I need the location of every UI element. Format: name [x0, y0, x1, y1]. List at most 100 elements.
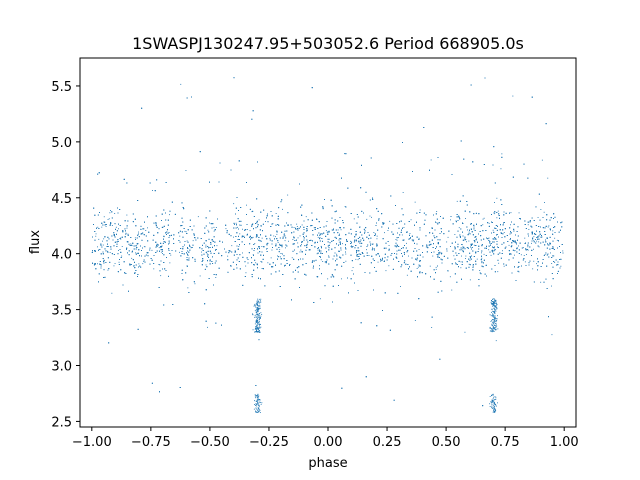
- data-point: [468, 231, 470, 233]
- data-point: [287, 224, 289, 226]
- data-point: [494, 202, 495, 203]
- data-point: [514, 241, 516, 243]
- data-point: [296, 226, 298, 227]
- data-point: [237, 226, 238, 228]
- data-point: [144, 246, 146, 248]
- data-point: [284, 230, 286, 232]
- data-point: [373, 232, 375, 233]
- data-point: [548, 225, 550, 227]
- data-point: [200, 238, 202, 239]
- data-point: [257, 267, 258, 269]
- data-point: [135, 252, 137, 254]
- data-point: [113, 265, 115, 267]
- data-point: [192, 240, 194, 242]
- data-point: [160, 251, 162, 253]
- data-point: [438, 250, 439, 251]
- data-point: [516, 231, 518, 232]
- data-point: [488, 249, 490, 251]
- data-point: [387, 230, 389, 231]
- data-point: [124, 228, 126, 230]
- data-point: [558, 231, 560, 233]
- data-point: [406, 231, 407, 233]
- data-point: [186, 240, 188, 242]
- data-point: [384, 257, 386, 259]
- data-point: [170, 254, 172, 256]
- data-point: [249, 230, 251, 232]
- data-point: [538, 246, 540, 248]
- data-point: [469, 260, 471, 261]
- data-point: [243, 235, 245, 237]
- data-point: [556, 239, 558, 241]
- data-point: [540, 281, 542, 283]
- data-point: [285, 247, 286, 249]
- data-point: [376, 235, 378, 237]
- data-point: [518, 253, 520, 254]
- data-point: [291, 257, 293, 259]
- data-point: [493, 146, 495, 148]
- data-point: [482, 218, 484, 220]
- data-point: [500, 168, 502, 170]
- data-point: [95, 233, 97, 235]
- data-point: [288, 240, 289, 242]
- data-point: [162, 251, 163, 252]
- data-point: [142, 232, 144, 234]
- chart-title: 1SWASPJ130247.95+503052.6 Period 668905.…: [132, 34, 524, 53]
- data-point: [109, 225, 111, 226]
- data-point: [341, 278, 342, 280]
- data-point: [488, 237, 490, 239]
- data-point: [169, 262, 171, 264]
- data-point: [338, 285, 339, 286]
- data-point: [125, 273, 127, 274]
- data-point: [120, 237, 122, 239]
- data-point: [261, 237, 263, 239]
- data-point: [275, 236, 276, 238]
- data-point: [481, 252, 482, 254]
- data-point: [424, 219, 426, 221]
- data-point: [233, 203, 235, 205]
- data-point: [324, 261, 326, 263]
- data-point: [233, 236, 234, 238]
- data-point: [472, 267, 474, 268]
- data-point: [279, 243, 280, 245]
- data-point: [103, 269, 105, 271]
- data-point: [297, 237, 299, 239]
- data-point: [327, 241, 329, 243]
- data-point: [492, 229, 494, 231]
- data-point: [508, 244, 510, 246]
- data-point: [126, 214, 128, 216]
- data-point: [345, 253, 347, 255]
- data-point: [134, 237, 136, 239]
- data-point: [373, 289, 374, 291]
- data-point: [551, 285, 552, 287]
- data-point: [545, 252, 547, 254]
- data-point: [395, 239, 397, 240]
- data-point: [388, 265, 390, 267]
- data-point: [468, 263, 470, 265]
- data-point: [381, 260, 382, 262]
- data-point: [429, 265, 431, 267]
- data-point: [279, 249, 281, 251]
- data-point: [359, 241, 361, 242]
- data-point: [238, 228, 239, 230]
- data-point: [258, 219, 260, 221]
- data-point: [426, 245, 428, 247]
- data-point: [351, 245, 352, 247]
- data-point: [256, 264, 258, 266]
- data-point: [111, 292, 113, 294]
- data-point: [497, 271, 499, 273]
- data-point: [296, 223, 298, 225]
- data-point: [510, 212, 512, 214]
- data-point: [128, 290, 129, 292]
- data-point: [270, 257, 272, 259]
- data-point: [396, 257, 398, 259]
- data-point: [483, 217, 485, 219]
- data-point: [402, 192, 404, 193]
- data-point: [384, 232, 385, 234]
- data-point: [301, 224, 303, 226]
- data-point: [199, 275, 201, 277]
- data-point: [370, 243, 372, 245]
- data-point: [406, 274, 408, 276]
- data-point: [201, 251, 202, 253]
- data-point: [466, 241, 467, 243]
- data-point: [171, 234, 172, 236]
